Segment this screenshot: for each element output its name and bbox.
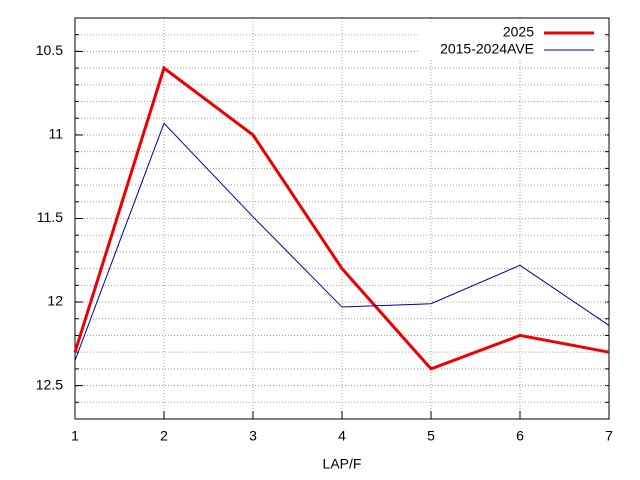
x-tick-label: 4	[338, 428, 346, 444]
x-tick-label: 1	[71, 428, 79, 444]
x-tick-label: 2	[160, 428, 168, 444]
y-tick-label: 11.5	[37, 209, 63, 225]
legend-label: 2015-2024AVE	[440, 41, 534, 57]
series-line	[73, 65, 610, 371]
series-line	[74, 122, 610, 361]
y-tick-label: 12	[47, 293, 63, 309]
y-tick-label: 10.5	[36, 42, 63, 58]
x-tick-label: 7	[605, 428, 613, 444]
x-tick-label: 5	[427, 428, 435, 444]
x-axis-label: LAP/F	[323, 456, 362, 472]
y-tick-label: 12.5	[36, 376, 63, 392]
plot-frame	[74, 17, 610, 420]
legend-box	[419, 22, 605, 60]
legend-label: 2025	[503, 24, 534, 40]
y-tick-label: 11	[48, 126, 63, 142]
x-tick-label: 6	[516, 428, 524, 444]
x-tick-label: 3	[249, 428, 257, 444]
